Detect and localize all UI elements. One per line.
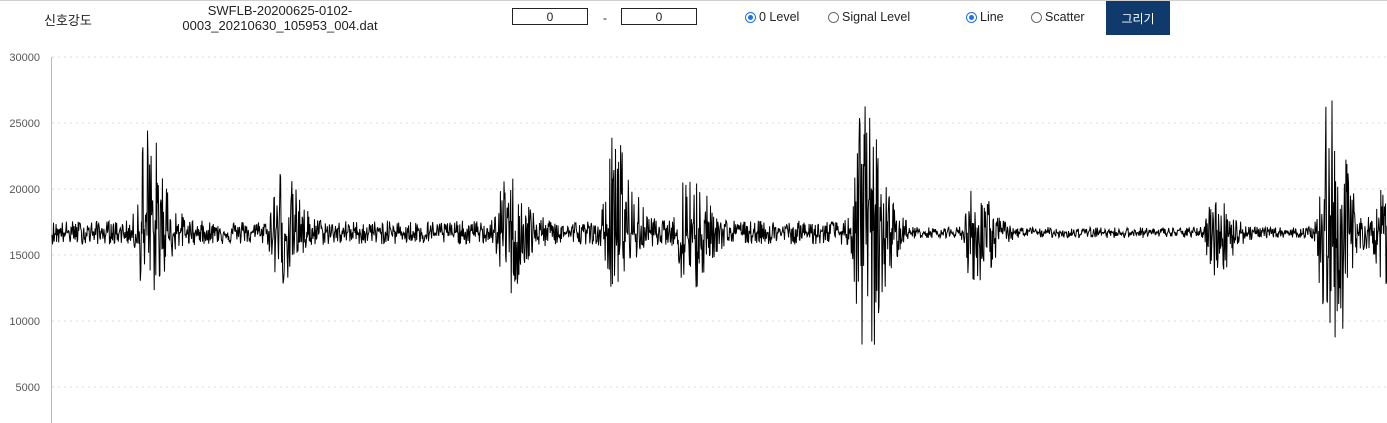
top-border — [0, 0, 1387, 1]
range-start-input[interactable] — [512, 8, 588, 25]
file-name-line2: 0003_20210630_105953_004.dat — [182, 18, 378, 33]
y-tick-label: 5000 — [16, 382, 40, 394]
radio-line[interactable]: Line — [966, 10, 1004, 24]
radio-line-dot[interactable] — [966, 11, 977, 23]
chart-grid — [52, 56, 1387, 388]
y-tick-label: 30000 — [9, 52, 40, 64]
file-name: SWFLB-20200625-0102- 0003_20210630_10595… — [180, 3, 380, 33]
draw-button[interactable]: 그리기 — [1106, 1, 1170, 35]
signal-strength-label: 신호강도 — [44, 13, 92, 28]
y-axis-ticks: 30000 25000 20000 15000 10000 5000 — [9, 52, 40, 394]
radio-signal-level-dot[interactable] — [828, 11, 839, 23]
range-end-input[interactable] — [621, 8, 697, 25]
radio-zero-level-label: 0 Level — [759, 10, 800, 24]
radio-line-label: Line — [980, 10, 1004, 24]
radio-signal-level[interactable]: Signal Level — [828, 10, 910, 24]
y-tick-label: 20000 — [9, 184, 40, 196]
radio-scatter[interactable]: Scatter — [1031, 10, 1085, 24]
radio-scatter-dot[interactable] — [1031, 11, 1042, 23]
y-tick-label: 15000 — [9, 250, 40, 262]
signal-series-line — [51, 100, 1387, 345]
range-separator: - — [603, 11, 607, 25]
file-name-line1: SWFLB-20200625-0102- — [207, 3, 353, 18]
radio-signal-level-label: Signal Level — [842, 10, 911, 24]
radio-zero-level-dot[interactable] — [745, 11, 756, 23]
y-tick-label: 10000 — [9, 316, 40, 328]
signal-chart: 30000 25000 20000 15000 10000 5000 — [9, 52, 1387, 423]
radio-scatter-label: Scatter — [1045, 10, 1085, 24]
radio-zero-level[interactable]: 0 Level — [745, 10, 799, 24]
y-tick-label: 25000 — [9, 118, 40, 130]
